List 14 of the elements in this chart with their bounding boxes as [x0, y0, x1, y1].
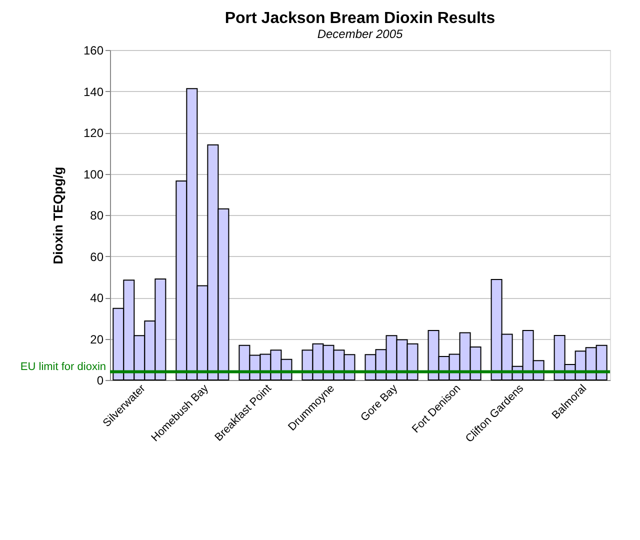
y-tick-label: 160: [83, 44, 104, 58]
y-tick-label: 140: [83, 84, 104, 99]
y-tick-label: 0: [96, 374, 104, 388]
x-tick-label: Gore Bay: [358, 382, 400, 424]
y-tick-label: 120: [83, 126, 104, 140]
chart-title: Port Jackson Bream Dioxin Results: [224, 10, 496, 27]
y-tick-label: 60: [90, 250, 104, 264]
ref-line-label: EU limit for dioxin: [20, 360, 106, 373]
y-tick-label: 20: [90, 332, 104, 346]
y-tick-label: 80: [90, 208, 104, 222]
y-tick-label: 40: [90, 291, 104, 305]
y-axis-title: Dioxin TEQpg/g: [50, 166, 66, 264]
y-tick-label: 100: [83, 167, 104, 182]
chart-subtitle: December 2005: [317, 27, 404, 41]
